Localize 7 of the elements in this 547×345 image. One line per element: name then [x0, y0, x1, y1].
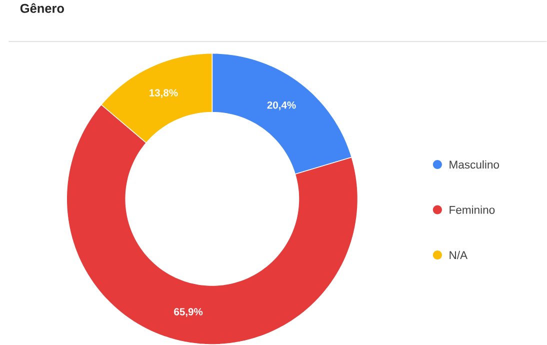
- legend-label: Feminino: [450, 206, 495, 214]
- chart-title: Gênero: [20, 3, 64, 13]
- legend-label: N/A: [450, 250, 468, 260]
- data-label: 13,8%: [150, 89, 178, 98]
- legend-label: Masculino: [450, 160, 500, 169]
- data-label: 65,9%: [174, 308, 203, 317]
- data-label: 20,4%: [267, 102, 296, 110]
